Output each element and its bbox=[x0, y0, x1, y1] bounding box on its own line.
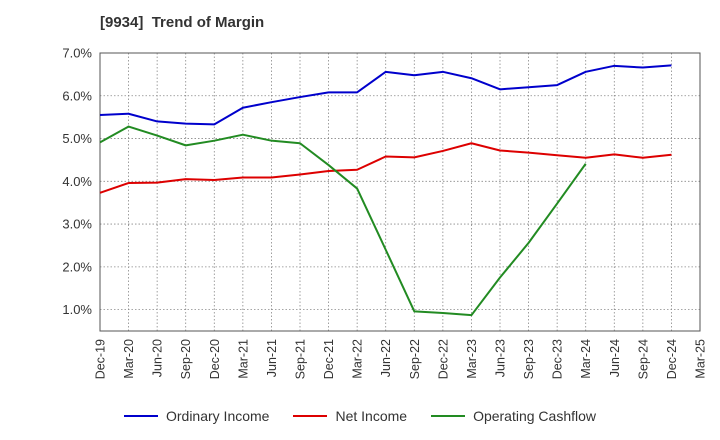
series-lines bbox=[99, 64, 672, 317]
x-tick-label: Mar-20 bbox=[122, 339, 136, 379]
series-line-ordinary-income bbox=[99, 64, 672, 126]
y-tick-label: 1.0% bbox=[62, 302, 92, 317]
x-tick-label: Mar-22 bbox=[351, 339, 365, 379]
x-tick-label: Mar-24 bbox=[579, 339, 593, 379]
series-line-operating-cashflow bbox=[99, 125, 587, 317]
x-tick-label: Dec-24 bbox=[665, 339, 679, 379]
y-tick-label: 7.0% bbox=[62, 46, 92, 61]
margin-line-chart: 1.0% 2.0% 3.0% 4.0% 5.0% 6.0% 7.0% Dec-19 Mar-20… bbox=[62, 46, 707, 380]
x-tick-label: Jun-20 bbox=[151, 339, 165, 377]
legend-label: Net Income bbox=[335, 408, 408, 424]
x-tick-label: Sep-20 bbox=[179, 339, 193, 379]
x-tick-label: Sep-23 bbox=[522, 339, 536, 379]
legend-item-net-income: Net Income bbox=[293, 408, 407, 424]
x-tick-label: Sep-22 bbox=[408, 339, 422, 379]
y-tick-label: 5.0% bbox=[62, 131, 92, 146]
x-tick-label: Mar-25 bbox=[694, 339, 708, 379]
x-tick-label: Jun-24 bbox=[608, 339, 622, 377]
grid-lines bbox=[99, 52, 701, 331]
x-tick-label: Dec-19 bbox=[94, 339, 108, 379]
x-tick-label: Mar-21 bbox=[236, 339, 250, 379]
x-tick-label: Sep-24 bbox=[636, 339, 650, 379]
axes: 1.0% 2.0% 3.0% 4.0% 5.0% 6.0% 7.0% Dec-19 Mar-20… bbox=[62, 46, 707, 380]
x-tick-label: Mar-23 bbox=[465, 339, 479, 379]
y-tick-label: 4.0% bbox=[62, 174, 92, 189]
x-tick-label: Jun-22 bbox=[379, 339, 393, 377]
legend-label: Operating Cashflow bbox=[473, 408, 597, 424]
x-tick-label: Dec-23 bbox=[551, 339, 565, 379]
x-tick-label: Jun-21 bbox=[265, 339, 279, 377]
y-tick-label: 3.0% bbox=[62, 217, 92, 232]
chart-title: [9934] Trend of Margin bbox=[100, 14, 265, 31]
legend-item-ordinary-income: Ordinary Income bbox=[123, 408, 270, 424]
legend-swatch bbox=[123, 415, 158, 417]
x-tick-label: Jun-23 bbox=[494, 339, 508, 377]
x-tick-label: Dec-21 bbox=[322, 339, 336, 379]
series-line-net-income bbox=[99, 142, 672, 194]
legend-label: Ordinary Income bbox=[165, 408, 270, 424]
x-tick-label: Sep-21 bbox=[294, 339, 308, 379]
y-tick-label: 2.0% bbox=[62, 259, 92, 274]
x-tick-label: Dec-20 bbox=[208, 339, 222, 379]
x-tick-label: Dec-22 bbox=[436, 339, 450, 379]
legend-item-operating-cashflow: Operating Cashflow bbox=[431, 408, 596, 424]
plot-frame bbox=[99, 52, 701, 332]
legend: Ordinary Income Net Income Operating Cashf… bbox=[0, 405, 720, 427]
y-tick-label: 6.0% bbox=[62, 88, 92, 103]
legend-swatch bbox=[431, 415, 466, 417]
legend-swatch bbox=[293, 415, 328, 417]
